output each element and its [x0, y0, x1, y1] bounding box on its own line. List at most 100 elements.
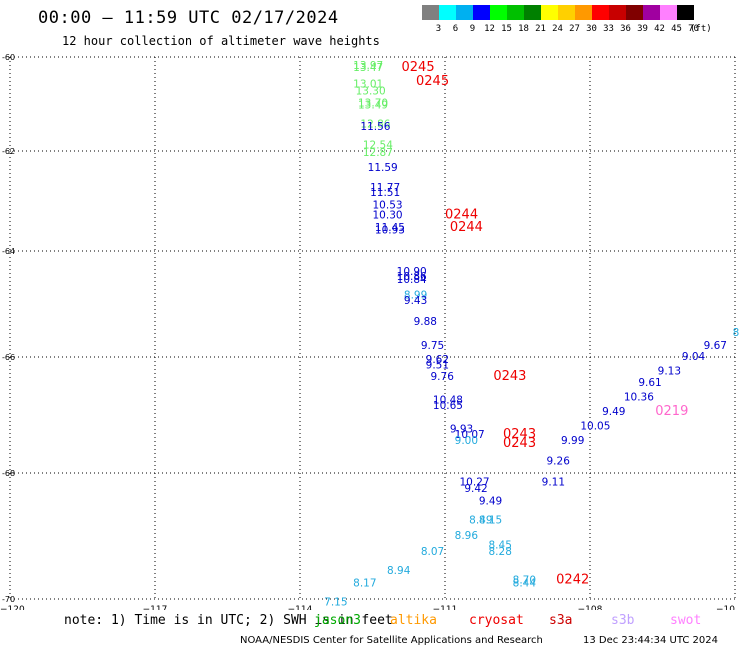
legend-swatch [558, 5, 575, 20]
lat-tick-label: -60 [2, 53, 15, 62]
legend-swatch [439, 5, 456, 20]
wave-height-label: 7.15 [324, 596, 347, 608]
satellite-s3a: s3a [549, 613, 573, 628]
wave-height-label: 8.45 [489, 540, 512, 552]
wave-height-label: 8.49 [469, 514, 492, 526]
lon-tick-label: −111 [433, 605, 458, 610]
legend-swatch [660, 5, 677, 20]
pass-time-label: 0245 [416, 74, 449, 89]
wave-height-label: 8.99 [404, 290, 427, 302]
wave-height-label: 13.49 [358, 100, 388, 112]
wave-height-label: 13.30 [356, 86, 386, 98]
wave-height-label: 9.93 [450, 423, 473, 435]
wave-height-label: 11.59 [368, 162, 398, 174]
pass-time-label: 0244 [445, 208, 478, 223]
wave-height-label: 9.43 [404, 295, 427, 307]
pass-time-label: 0245 [402, 60, 435, 75]
credit-text: NOAA/NESDIS Center for Satellite Applica… [240, 635, 543, 646]
wave-height-label: 9.13 [658, 365, 681, 377]
wave-height-label: 8.28 [489, 546, 512, 558]
legend-label: 24 [552, 24, 563, 34]
pass-time-label: 0219 [655, 404, 688, 419]
wave-height-label: 9.49 [602, 406, 625, 418]
lon-tick-label: −108 [578, 605, 603, 610]
wave-height-label: 9.67 [704, 340, 727, 352]
lat-tick-label: -64 [2, 247, 15, 256]
wave-height-label: 9.88 [414, 316, 437, 328]
lon-tick-label: −117 [143, 605, 168, 610]
wave-height-label: 10.05 [580, 421, 610, 433]
legend-unit: (ft) [690, 24, 712, 34]
wave-height-label: 10.65 [433, 400, 463, 412]
legend-label: 70 [688, 24, 699, 34]
timestamp-text: 13 Dec 23:44:34 UTC 2024 [583, 635, 718, 646]
wave-height-label: 9.42 [464, 483, 487, 495]
wave-height-label: 10.53 [373, 200, 403, 212]
note-text: note: 1) Time is in UTC; 2) SWH is in fe… [64, 613, 393, 628]
legend-label: 27 [569, 24, 580, 34]
legend-label: 3 [435, 24, 442, 34]
wave-height-label: 11.45 [375, 222, 405, 234]
wave-height-label: 9.99 [561, 435, 584, 447]
wave-height-label: 10.36 [624, 392, 654, 404]
legend-label: 9 [469, 24, 476, 34]
wave-height-label: 11.56 [360, 121, 390, 133]
legend-swatch [456, 5, 473, 20]
wave-height-label: 9.76 [431, 371, 455, 383]
wave-height-label: 9.61 [638, 377, 661, 389]
legend-swatch [643, 5, 660, 20]
wave-height-label: 12.54 [363, 140, 393, 152]
legend-label: 33 [603, 24, 614, 34]
satellite-swot: swot [670, 613, 702, 628]
wave-height-label: 8.92 [733, 327, 740, 339]
wave-height-label: 10.07 [455, 429, 485, 441]
wave-height-label: 10.86 [397, 271, 427, 283]
wave-height-label: 9.11 [542, 477, 565, 489]
wave-height-label: 8.07 [421, 546, 444, 558]
wave-height-label: 11.77 [370, 182, 400, 194]
pass-time-label: 0244 [450, 220, 483, 235]
wave-height-label: 9.00 [455, 435, 478, 447]
legend-label: 30 [586, 24, 597, 34]
wave-height-label: 10.30 [373, 210, 403, 222]
legend-swatch [541, 5, 558, 20]
legend-swatch [575, 5, 592, 20]
wave-height-label: 9.49 [479, 496, 502, 508]
satellite-s3b: s3b [611, 613, 635, 628]
legend-label: 15 [501, 24, 512, 34]
lon-tick-label: −120 [0, 605, 25, 610]
wave-height-label: 8.17 [353, 577, 376, 589]
wave-height-label: 10.90 [397, 266, 427, 278]
legend-label: 36 [620, 24, 631, 34]
legend-swatch [609, 5, 626, 20]
wave-height-label: 10.93 [375, 225, 405, 237]
legend-swatch [677, 5, 694, 20]
legend-swatch [507, 5, 524, 20]
wave-height-label: 13.47 [353, 62, 383, 74]
lat-tick-label: -62 [2, 147, 15, 156]
pass-time-label: 0243 [493, 369, 526, 384]
pass-time-label: 0242 [556, 572, 589, 587]
wave-height-label: 8.15 [479, 514, 502, 526]
legend-swatch [626, 5, 643, 20]
legend-label: 45 [671, 24, 682, 34]
pass-time-label: 0243 [503, 436, 536, 451]
wave-height-label: 9.04 [682, 351, 706, 363]
wave-height-label: 8.96 [455, 530, 479, 542]
wave-height-label: 9.75 [421, 340, 444, 352]
legend-label: 12 [484, 24, 495, 34]
legend-label: 39 [637, 24, 648, 34]
wave-height-label: 11.51 [370, 187, 400, 199]
wave-height-label: 8.94 [387, 565, 411, 577]
map-title: 00:00 – 11:59 UTC 02/17/2024 [38, 8, 339, 28]
wave-height-label: 12.86 [360, 119, 390, 131]
lat-tick-label: -68 [2, 469, 15, 478]
legend-swatch [490, 5, 507, 20]
legend-swatch [422, 5, 439, 20]
wave-height-map: -60 -62 -64 -66 -68 -70−120 −117 −114 −111 −108 −1… [0, 53, 740, 610]
satellite-jason3: jason3 [314, 613, 361, 628]
wave-height-label: 13.70 [358, 97, 388, 109]
lat-tick-label: -70 [2, 595, 15, 604]
legend-label: 6 [452, 24, 459, 34]
wave-height-label: 13.97 [353, 60, 383, 72]
